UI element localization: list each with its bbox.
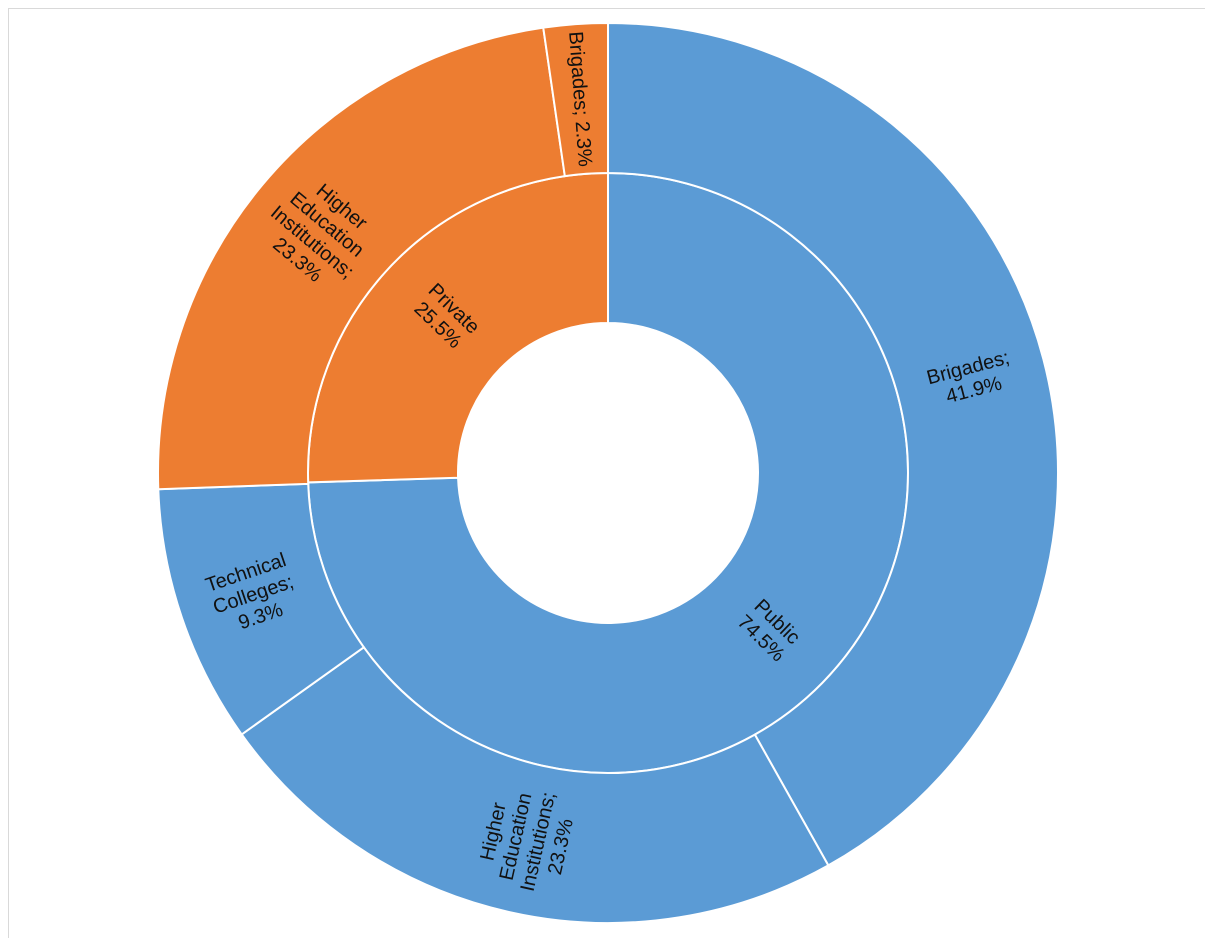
outer-label-public-brigades: Brigades;41.9% <box>924 347 1017 412</box>
outer-slice-private-brigades <box>542 21 609 178</box>
outer-slice-public-brigades <box>607 21 1060 867</box>
chart-frame <box>8 8 1205 938</box>
outer-ring <box>156 21 1060 924</box>
outer-label-public-technical-colleges: TechnicalColleges;9.3% <box>203 549 304 640</box>
outer-slice-private-higher-education-institutions <box>156 26 566 491</box>
outer-slice-public-higher-education-institutions <box>240 645 830 924</box>
inner-ring <box>307 171 909 774</box>
